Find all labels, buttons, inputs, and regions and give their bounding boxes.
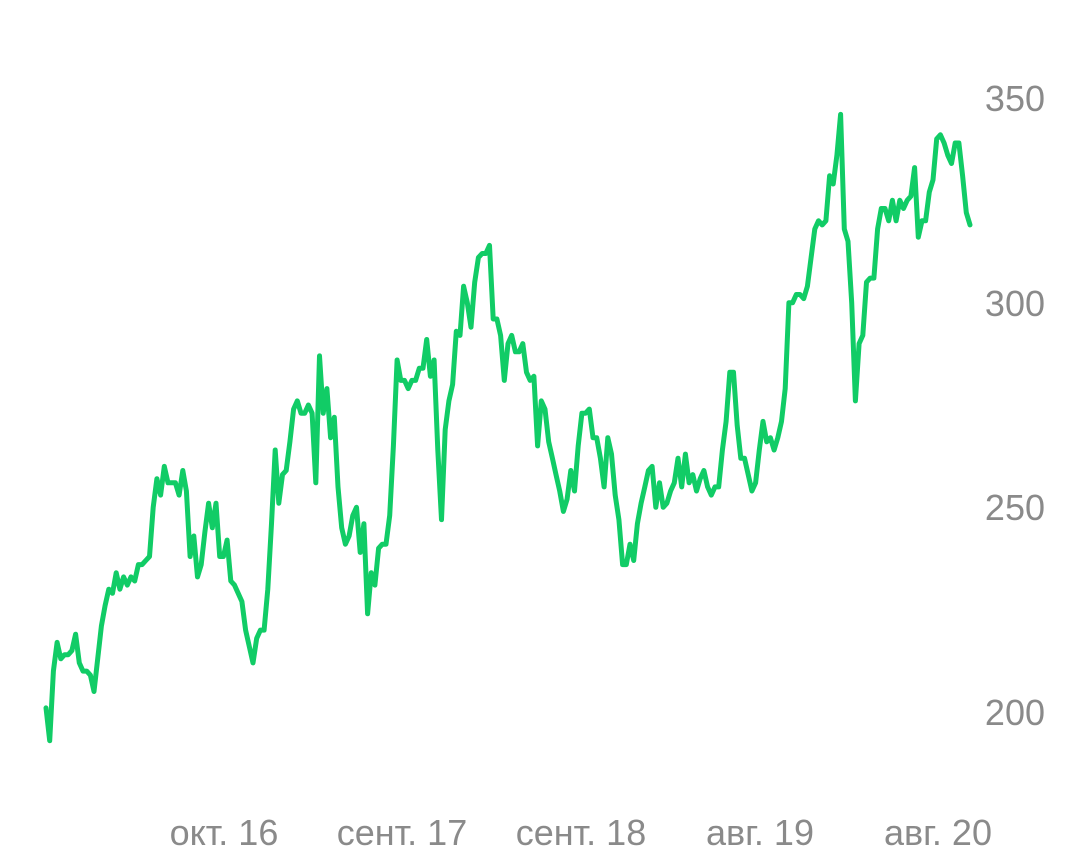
x-tick-label-aug-20: авг. 20 <box>884 812 992 853</box>
y-tick-label-250: 250 <box>985 487 1045 528</box>
y-tick-label-350: 350 <box>985 78 1045 119</box>
x-tick-label-sep-18: сент. 18 <box>516 812 646 853</box>
y-tick-label-200: 200 <box>985 692 1045 733</box>
x-tick-label-oct-16: окт. 16 <box>170 812 279 853</box>
y-tick-label-300: 300 <box>985 283 1045 324</box>
x-tick-label-aug-19: авг. 19 <box>706 812 814 853</box>
y-axis: 200 250 300 350 <box>985 78 1045 733</box>
x-axis: окт. 16 сент. 17 сент. 18 авг. 19 авг. 2… <box>170 812 992 853</box>
x-tick-label-sep-17: сент. 17 <box>337 812 467 853</box>
price-series-line <box>46 114 970 740</box>
